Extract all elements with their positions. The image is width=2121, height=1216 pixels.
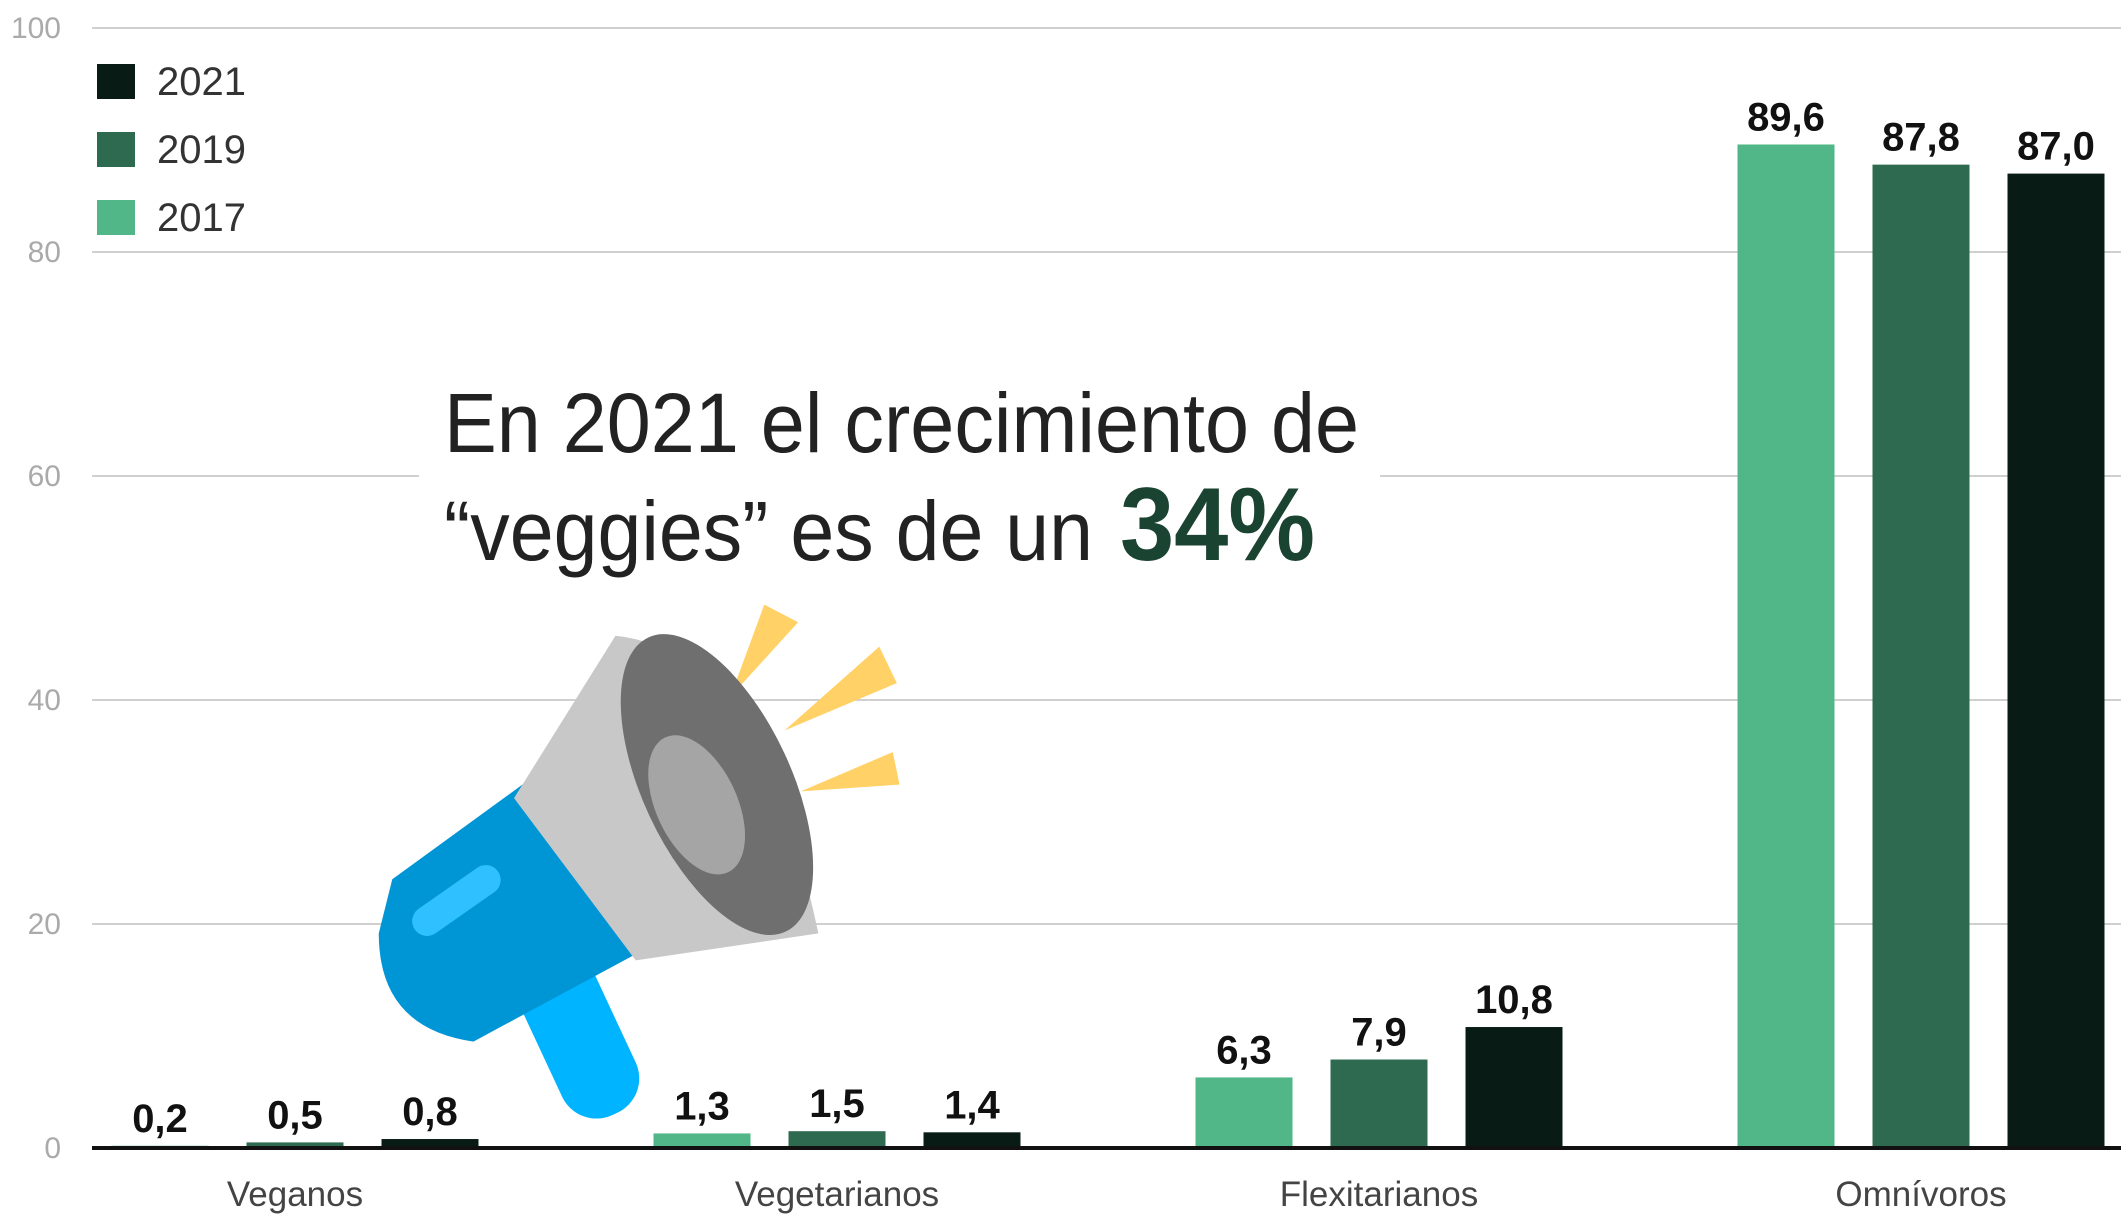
y-tick-label: 80 [28,236,61,269]
data-label: 87,0 [2017,125,2095,169]
bar [1738,144,1835,1148]
annotation-line: “veggies” es de un [444,484,1093,578]
data-label: 1,5 [809,1082,865,1126]
bar [789,1131,886,1148]
bars: Veganos 0,2 0,5 0,8 Vegetarianos 1,3 1,5 1,4 Fle… [92,95,2121,1214]
y-tick-label: 20 [28,908,61,941]
annotation-line: En 2021 el crecimiento de [444,376,1359,470]
x-tick-label: Vegetarianos [735,1175,939,1214]
data-label: 87,8 [1882,116,1960,160]
x-tick-label: Veganos [227,1175,363,1214]
x-tick-label: Flexitarianos [1280,1175,1478,1214]
data-label: 7,9 [1351,1011,1407,1055]
data-label: 1,3 [674,1084,730,1128]
bar [2008,174,2105,1148]
bar [1466,1027,1563,1148]
chart: 0 20 40 60 80 100 Veganos 0,2 0,5 0,8 Vegetariano… [0,0,2121,1216]
bar [924,1132,1021,1148]
bar [1196,1077,1293,1148]
data-label: 6,3 [1216,1028,1272,1072]
legend-swatch [97,132,135,167]
bar [1873,165,1970,1148]
legend: 2017 2019 2021 [97,60,246,240]
data-label: 0,2 [132,1097,188,1141]
data-label: 1,4 [944,1083,1000,1127]
y-tick-label: 0 [44,1132,61,1165]
legend-swatch [97,64,135,99]
bar [1331,1060,1428,1148]
y-tick-label: 100 [11,12,61,45]
annotation-highlight: 34% [1120,467,1315,583]
data-label: 89,6 [1747,95,1825,139]
data-label: 0,5 [267,1093,323,1137]
y-tick-label: 60 [28,460,61,493]
legend-label: 2017 [157,196,246,240]
megaphone-icon [379,605,900,1131]
legend-label: 2019 [157,128,246,172]
bar [654,1133,751,1148]
y-tick-label: 40 [28,684,61,717]
legend-swatch [97,200,135,235]
data-label: 10,8 [1475,978,1553,1022]
data-label: 0,8 [402,1090,458,1134]
x-tick-label: Omnívoros [1835,1175,2006,1214]
legend-label: 2021 [157,60,246,104]
